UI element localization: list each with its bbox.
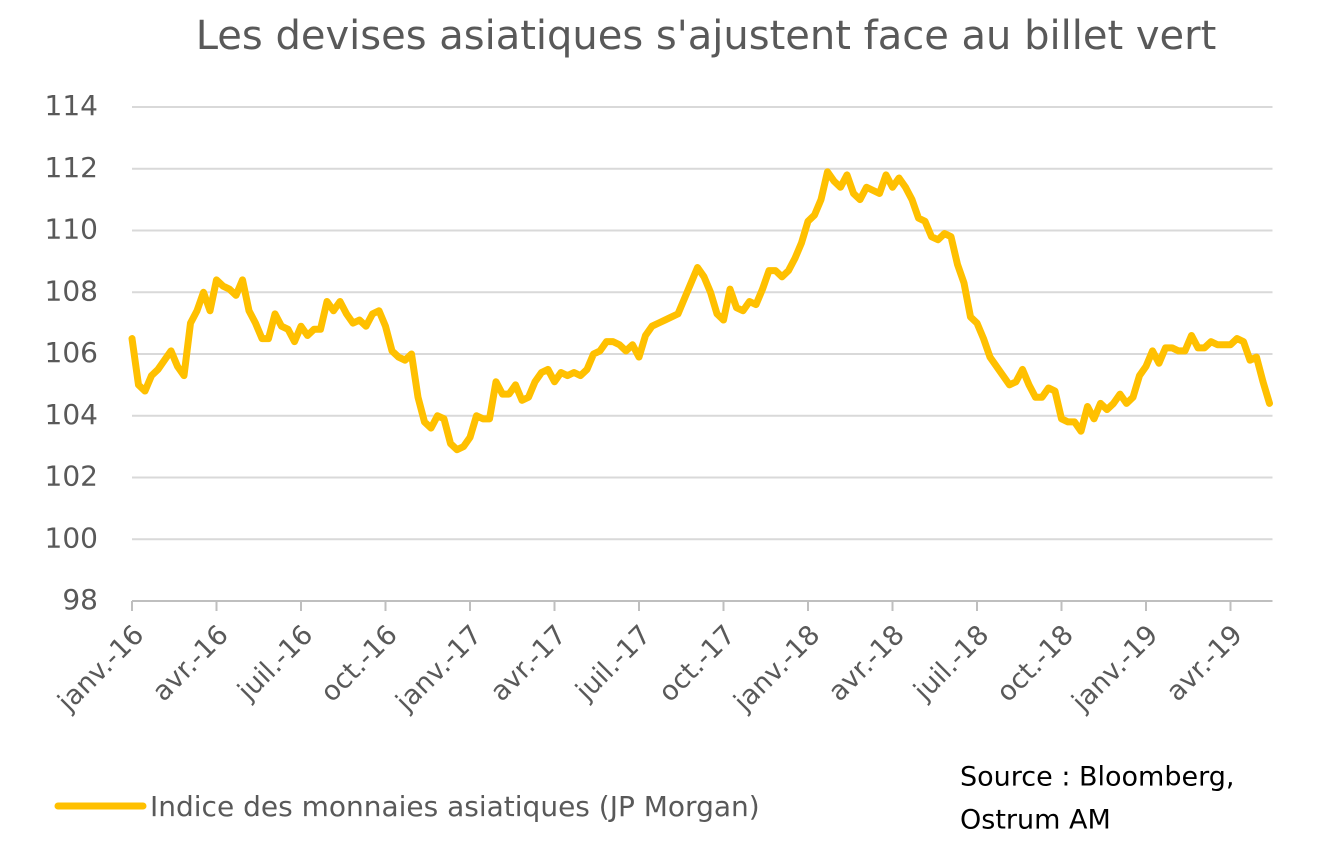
y-tick-label: 112 [45,151,98,184]
x-tick-label: janv.-16 [51,619,150,718]
y-tick-label: 106 [45,336,98,369]
y-tick-label: 108 [45,274,98,307]
x-tick-label: juil.-17 [569,619,657,707]
source-note: Ostrum AM [960,805,1111,836]
y-tick-label: 98 [62,583,98,616]
chart-title: Les devises asiatiques s'ajustent face a… [196,13,1217,59]
y-tick-label: 104 [45,398,98,431]
x-tick-label: avr.-18 [822,619,910,707]
y-tick-label: 114 [45,89,98,122]
source-note: Source : Bloomberg, [960,762,1234,793]
x-tick-label: janv.-18 [727,619,826,718]
x-tick-label: janv.-19 [1065,619,1164,718]
legend-label: Indice des monnaies asiatiques (JP Morga… [150,790,760,823]
y-tick-label: 110 [45,213,98,246]
x-tick-label: avr.-16 [146,619,234,707]
y-tick-label: 102 [45,460,98,493]
series-line [128,168,1273,454]
x-tick-label: avr.-17 [484,619,572,707]
y-tick-label: 100 [45,521,98,554]
x-tick-label: janv.-17 [389,619,488,718]
x-tick-label: juil.-18 [907,619,995,707]
x-tick-label: avr.-19 [1160,619,1248,707]
x-tick-label: juil.-16 [231,619,319,707]
